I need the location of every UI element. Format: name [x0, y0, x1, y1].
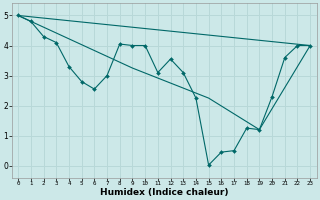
X-axis label: Humidex (Indice chaleur): Humidex (Indice chaleur)	[100, 188, 228, 197]
